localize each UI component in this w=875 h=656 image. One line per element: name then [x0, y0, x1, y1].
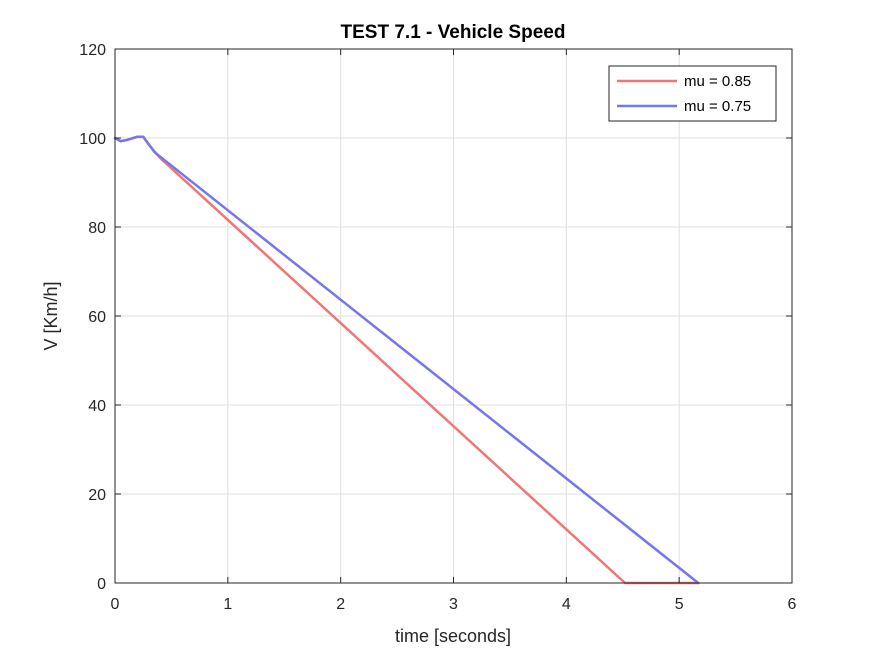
legend-label-mu-085: mu = 0.85	[684, 73, 751, 90]
chart-title: TEST 7.1 - Vehicle Speed	[341, 22, 566, 43]
series-line-1	[113, 135, 700, 585]
x-axis-label: time [seconds]	[395, 626, 511, 646]
x-tick-label: 5	[675, 596, 684, 613]
x-tick-label: 2	[336, 596, 345, 613]
x-tick-label: 3	[449, 596, 458, 613]
y-tick-label: 100	[79, 131, 106, 148]
x-tick-label: 1	[223, 596, 232, 613]
y-tick-label: 40	[88, 398, 106, 415]
y-tick-label: 60	[88, 309, 106, 326]
legend-label-mu-075: mu = 0.75	[684, 98, 751, 115]
ticks	[114, 48, 793, 584]
y-tick-label: 80	[88, 220, 106, 237]
x-tick-label: 6	[788, 596, 797, 613]
y-tick-label: 0	[97, 576, 106, 593]
series-layer	[113, 135, 700, 585]
x-tick-label: 4	[562, 596, 571, 613]
x-tick-label: 0	[111, 596, 120, 613]
y-tick-label: 120	[79, 42, 106, 59]
legend: mu = 0.85 mu = 0.75	[608, 65, 777, 122]
y-tick-label: 20	[88, 487, 106, 504]
legend-box	[608, 65, 777, 122]
y-axis-label: V [Km/h]	[41, 281, 61, 350]
